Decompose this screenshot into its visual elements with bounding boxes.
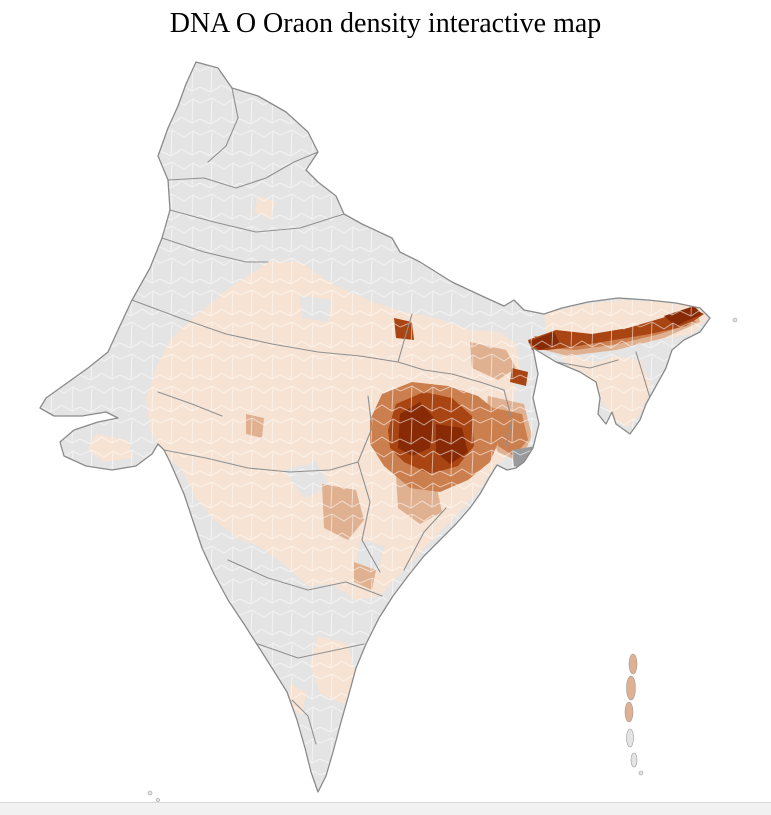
map-title: DNA O Oraon density interactive map (169, 8, 602, 39)
lakshadweep-islet-1 (147, 790, 153, 796)
state-borders (131, 87, 651, 745)
andaman-island-4 (626, 728, 634, 748)
northeast-islet (732, 317, 738, 323)
density-region-bengal-dot[interactable] (535, 461, 545, 471)
andaman-island-2 (626, 675, 636, 701)
lakshadweep-islet-2 (156, 798, 160, 802)
india-outline (39, 61, 711, 793)
island-chains[interactable] (147, 317, 738, 802)
andaman-island-1 (628, 653, 638, 675)
andaman-island-3 (624, 701, 634, 723)
india-density-map[interactable] (0, 50, 771, 802)
horizontal-scrollbar[interactable] (0, 802, 771, 815)
andaman-island-5 (630, 752, 638, 768)
district-grid-overlay (40, 62, 710, 792)
andaman-islet (638, 770, 644, 776)
